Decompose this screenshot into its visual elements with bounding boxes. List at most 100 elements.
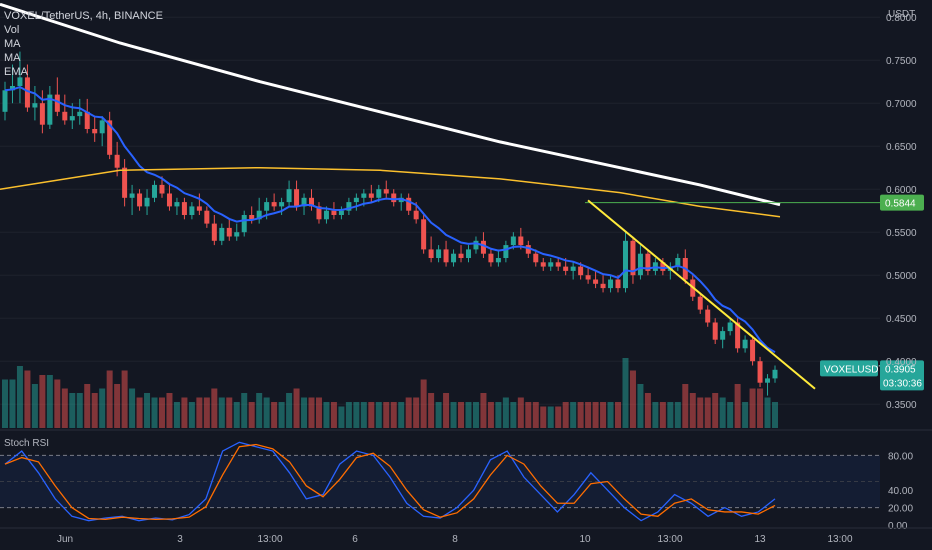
last-price-text: 0.3905	[885, 364, 916, 375]
volume-bar	[652, 402, 659, 428]
price-tick-label: 0.4000	[886, 357, 917, 368]
stoch-rsi-pane[interactable]: Stoch RSI 80.00 40.00 20.00 0.00	[0, 429, 932, 532]
volume-bar	[390, 402, 397, 428]
candle-body	[510, 236, 516, 246]
symbol-title[interactable]: VOXEL/TetherUS, 4h, BINANCE	[4, 10, 163, 22]
candle-body	[17, 77, 23, 86]
candle-body	[443, 249, 449, 263]
candle-body	[159, 184, 165, 194]
candle-body	[458, 253, 464, 258]
volume-bar	[772, 402, 778, 428]
volume-bar	[398, 402, 405, 428]
indicator-ema[interactable]: EMA	[4, 66, 28, 78]
volume-bar	[712, 393, 719, 428]
volume-bar	[764, 397, 771, 428]
volume-bar	[629, 370, 636, 428]
stoch-band	[0, 455, 880, 508]
stoch-k-line	[4, 441, 776, 522]
candle-body	[465, 249, 471, 258]
volume-bar	[286, 393, 293, 428]
candle-body	[196, 206, 202, 211]
candle-body	[174, 202, 180, 207]
candle-body	[241, 215, 247, 233]
candle-body	[645, 253, 651, 271]
volume-bar	[517, 397, 524, 428]
time-tick-label: 3	[177, 534, 183, 545]
volume-bars	[2, 358, 778, 428]
volume-bar	[600, 402, 607, 428]
candle-body	[84, 111, 90, 129]
volume-bar	[487, 402, 494, 428]
candle-body	[712, 322, 718, 340]
candle-body	[361, 193, 367, 198]
indicator-vol[interactable]: Vol	[4, 24, 20, 36]
last-price-tag	[880, 360, 924, 391]
volume-bar	[233, 402, 240, 428]
volume-bar	[173, 402, 180, 428]
volume-bar	[203, 397, 210, 428]
price-tick-label: 0.6500	[886, 142, 917, 153]
candle-body	[533, 253, 539, 263]
volume-bar	[218, 397, 225, 428]
candle-body	[735, 322, 741, 349]
volume-bar	[315, 397, 322, 428]
volume-bar	[435, 402, 442, 428]
volume-bar	[353, 402, 360, 428]
volume-bar	[368, 402, 375, 428]
candle-body	[181, 202, 187, 215]
volume-bar	[532, 402, 539, 428]
candle-body	[122, 167, 128, 198]
volume-bar	[465, 402, 472, 428]
candle-body	[540, 262, 546, 267]
volume-bar	[106, 370, 113, 428]
candle-body	[413, 210, 419, 220]
candle-body	[286, 189, 292, 203]
volume-bar	[704, 397, 711, 428]
volume-bar	[727, 402, 734, 428]
volume-bar	[9, 379, 16, 428]
ma-long-line	[0, 2, 781, 207]
volume-bar	[256, 393, 263, 428]
stoch-rsi-label: Stoch RSI	[4, 438, 49, 449]
volume-bar	[211, 388, 218, 428]
candle-body	[503, 245, 509, 258]
candle-body	[152, 184, 158, 198]
candle-body	[32, 103, 38, 108]
volume-bar	[525, 402, 532, 428]
volume-bar	[271, 402, 278, 428]
candle-body	[742, 339, 748, 349]
volume-bar	[241, 393, 248, 428]
price-unit[interactable]: USDT	[888, 9, 916, 20]
time-tick-label: 13:00	[257, 534, 282, 545]
volume-bar	[502, 397, 509, 428]
volume-bar	[757, 388, 764, 428]
volume-bar	[547, 406, 554, 428]
drawings[interactable]: 0.5844 VOXELUSDT 0.3905 03:30:36	[585, 194, 924, 391]
volume-bar	[585, 402, 592, 428]
trendline	[587, 199, 816, 390]
volume-bar	[278, 402, 285, 428]
volume-bar	[674, 402, 681, 428]
volume-bar	[293, 388, 300, 428]
volume-bar	[301, 397, 308, 428]
candle-body	[309, 197, 315, 207]
price-tick-label: 0.4500	[886, 314, 917, 325]
candle-body	[495, 258, 501, 263]
indicator-ma-2[interactable]: MA	[4, 52, 21, 64]
chart-header: VOXEL/TetherUS, 4h, BINANCE Vol MA MA EM…	[4, 9, 163, 79]
candle-body	[9, 86, 15, 91]
volume-bar	[121, 370, 128, 428]
indicator-ma-1[interactable]: MA	[4, 38, 21, 50]
volume-bar	[458, 402, 465, 428]
price-tick-label: 0.5500	[886, 228, 917, 239]
candle-body	[219, 227, 225, 241]
time-tick-label: 8	[452, 534, 458, 545]
volume-bar	[144, 393, 151, 428]
candle-body	[189, 206, 195, 215]
volume-bar	[659, 402, 666, 428]
candle-body	[548, 262, 554, 267]
volume-bar	[323, 402, 330, 428]
volume-bar	[24, 370, 31, 428]
volume-bar	[39, 375, 46, 428]
